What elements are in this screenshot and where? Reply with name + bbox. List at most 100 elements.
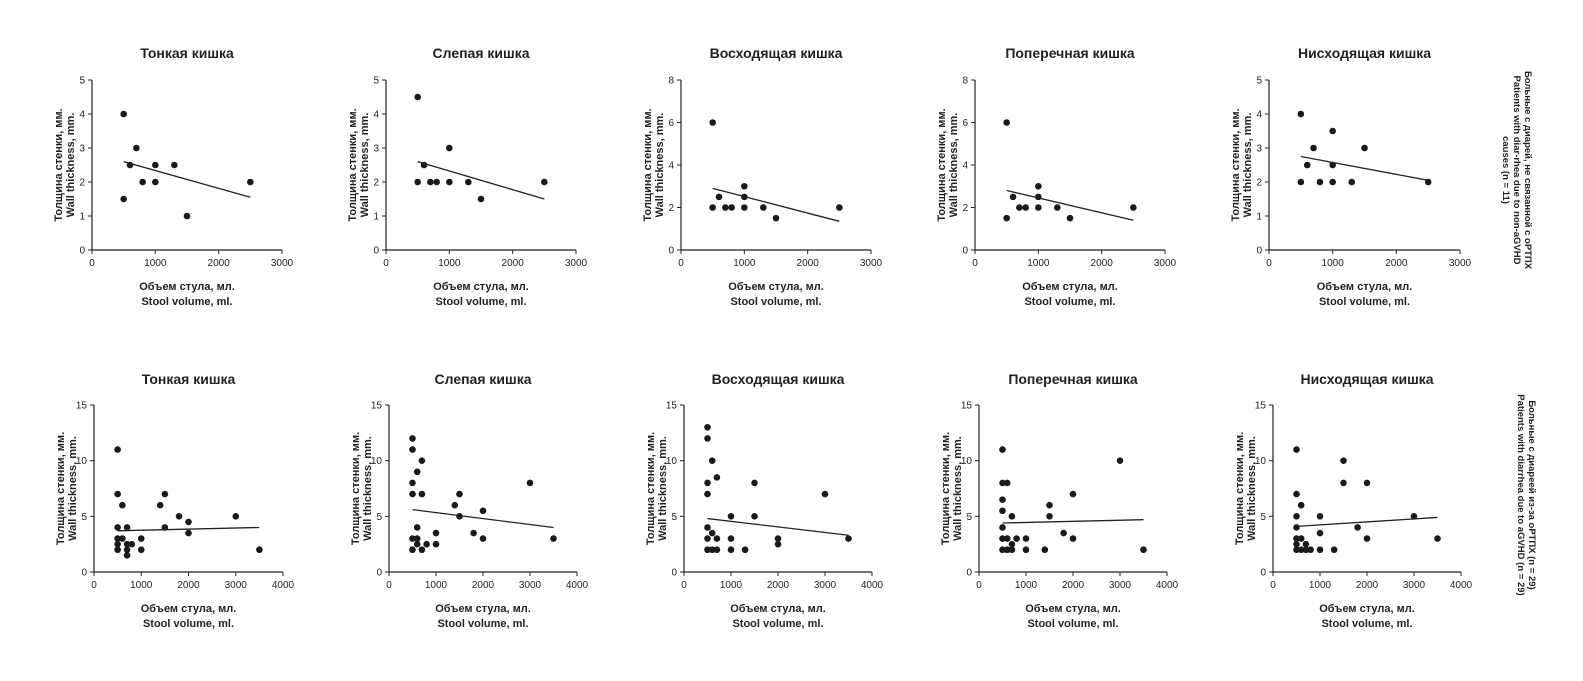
x-axis-label: Объем стула, мл. — [435, 603, 531, 615]
data-point — [1022, 535, 1030, 542]
data-point — [727, 513, 735, 520]
y-axis-label: Wall thickness, mm. — [67, 436, 79, 541]
data-point — [1293, 446, 1300, 453]
data-point — [465, 178, 472, 186]
data-point — [413, 540, 421, 548]
x-axis-label: Stool volume, ml. — [437, 618, 528, 630]
data-point — [1066, 214, 1074, 222]
x-axis-label: Объем стула, мл. — [730, 603, 826, 615]
x-tick-label: 2000 — [797, 258, 820, 269]
data-point — [175, 513, 183, 520]
y-tick-label: 5 — [79, 76, 85, 87]
row-label: Больные с диарей, не связанной с оРТПХ — [1522, 71, 1533, 270]
y-tick-label: 5 — [81, 512, 87, 523]
y-tick-label: 10 — [666, 456, 678, 467]
data-point — [418, 546, 426, 554]
x-axis-label: Объем стула, мл. — [1317, 281, 1413, 293]
y-tick-label: 4 — [1256, 110, 1262, 121]
data-point — [247, 178, 254, 186]
data-point — [1302, 540, 1310, 548]
y-axis-label: Wall thickness, mm. — [65, 113, 77, 218]
data-point — [1060, 529, 1067, 537]
data-point — [1013, 535, 1020, 542]
y-axis-label: Wall thickness, mm. — [948, 113, 960, 218]
data-point — [526, 479, 534, 487]
data-point — [751, 513, 758, 520]
y-tick-label: 15 — [1255, 401, 1267, 412]
x-axis-label: Stool volume, ml. — [1027, 618, 1118, 630]
data-point — [1003, 119, 1010, 126]
data-point — [727, 546, 735, 554]
data-point — [999, 496, 1006, 503]
data-point — [128, 540, 136, 548]
trend-line — [123, 160, 251, 198]
x-axis-label: Объем стула, мл. — [1022, 281, 1118, 293]
data-point — [713, 535, 721, 542]
data-point — [114, 546, 121, 554]
y-axis-label: Толщина стенки, мм. — [55, 432, 67, 545]
data-point — [1303, 161, 1311, 169]
data-point — [119, 501, 126, 509]
y-tick-label: 0 — [373, 246, 379, 257]
data-point — [185, 518, 192, 526]
data-point — [704, 535, 711, 542]
data-point — [704, 423, 711, 431]
chart-title: Слепая кишка — [435, 371, 532, 387]
data-point — [999, 479, 1006, 487]
data-point — [704, 435, 711, 442]
y-axis-label: Толщина стенки, мм. — [53, 108, 65, 221]
x-tick-label: 0 — [383, 258, 389, 269]
data-point — [120, 195, 127, 203]
data-point — [999, 507, 1006, 515]
x-tick-label: 1000 — [733, 258, 756, 269]
data-point — [185, 529, 192, 537]
data-point — [708, 546, 716, 554]
y-tick-label: 6 — [962, 118, 968, 129]
y-tick-label: 15 — [961, 401, 973, 412]
y-tick-label: 0 — [81, 568, 87, 579]
data-point — [409, 535, 416, 542]
x-tick-label: 4000 — [566, 580, 589, 591]
y-axis-label: Wall thickness, mm. — [657, 436, 669, 541]
data-point — [1354, 524, 1361, 531]
y-tick-label: 6 — [668, 118, 674, 129]
data-point — [446, 144, 453, 152]
x-tick-label: 2000 — [208, 258, 231, 269]
data-point — [114, 535, 121, 542]
y-tick-label: 1 — [1256, 212, 1262, 223]
x-tick-label: 2000 — [1385, 258, 1408, 269]
data-point — [1016, 204, 1023, 211]
data-point — [427, 178, 434, 186]
y-tick-label: 10 — [1255, 456, 1267, 467]
y-tick-label: 0 — [966, 568, 972, 579]
y-axis-label: Толщина стенки, мм. — [645, 432, 657, 545]
x-tick-label: 3000 — [814, 580, 837, 591]
y-tick-label: 0 — [1256, 246, 1262, 257]
data-point — [713, 546, 721, 554]
data-point — [256, 546, 263, 554]
data-point — [432, 529, 440, 537]
x-tick-label: 2000 — [1062, 580, 1085, 591]
y-axis-label: Wall thickness, mm. — [654, 113, 666, 218]
data-point — [1348, 178, 1356, 186]
trend-line — [417, 160, 545, 200]
x-tick-label: 0 — [1270, 580, 1276, 591]
y-tick-label: 0 — [671, 568, 677, 579]
y-tick-label: 0 — [1260, 568, 1266, 579]
x-tick-label: 3000 — [225, 580, 248, 591]
x-tick-label: 2000 — [502, 258, 525, 269]
data-point — [1316, 546, 1324, 554]
x-tick-label: 1000 — [425, 580, 448, 591]
trend-line — [1002, 519, 1144, 524]
data-point — [123, 552, 131, 559]
data-point — [1297, 178, 1305, 186]
x-tick-label: 1000 — [1015, 580, 1038, 591]
x-tick-label: 0 — [976, 580, 982, 591]
y-tick-label: 10 — [76, 456, 88, 467]
data-point — [1293, 546, 1300, 554]
data-point — [1363, 535, 1371, 542]
data-point — [133, 144, 140, 152]
data-point — [1008, 513, 1016, 520]
data-point — [456, 490, 463, 498]
data-point — [119, 535, 126, 542]
